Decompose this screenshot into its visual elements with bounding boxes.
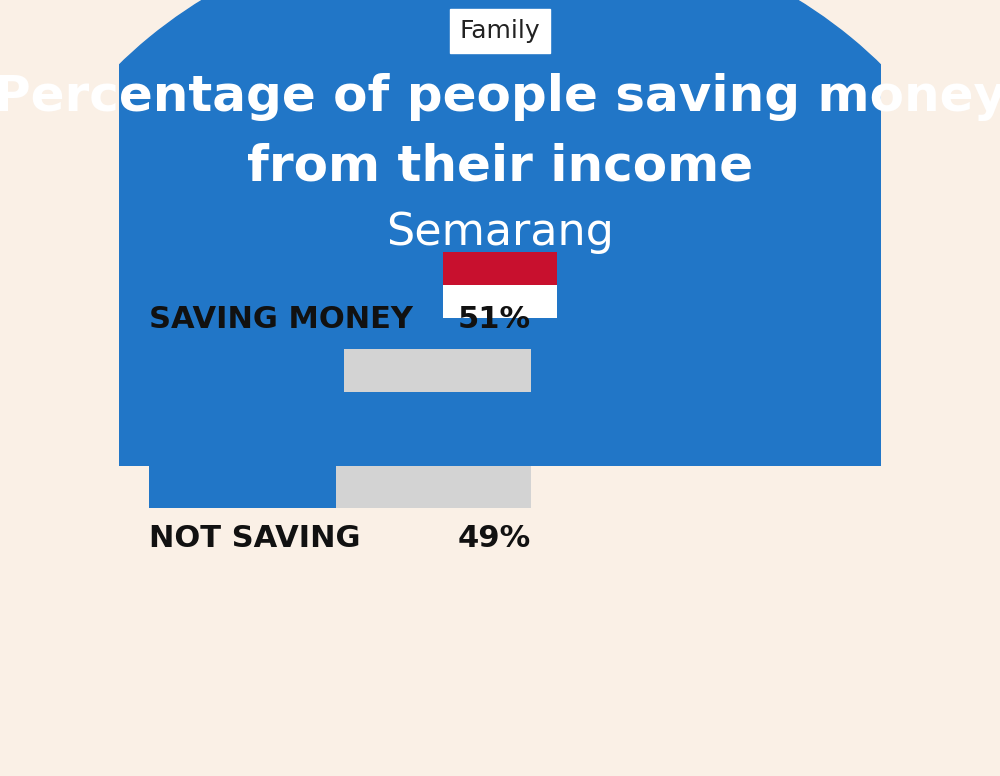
Ellipse shape [4, 0, 996, 733]
FancyBboxPatch shape [149, 466, 531, 508]
Text: 49%: 49% [457, 524, 531, 553]
FancyBboxPatch shape [149, 349, 531, 392]
Text: Percentage of people saving money: Percentage of people saving money [0, 73, 1000, 121]
FancyBboxPatch shape [149, 466, 336, 508]
Text: NOT SAVING: NOT SAVING [149, 524, 361, 553]
Text: from their income: from their income [247, 143, 753, 191]
Text: 51%: 51% [457, 305, 531, 334]
FancyBboxPatch shape [443, 252, 557, 286]
FancyBboxPatch shape [80, 466, 920, 776]
Text: Family: Family [460, 19, 540, 43]
FancyBboxPatch shape [149, 349, 344, 392]
Text: Semarang: Semarang [386, 211, 614, 255]
FancyBboxPatch shape [443, 286, 557, 318]
Text: SAVING MONEY: SAVING MONEY [149, 305, 413, 334]
